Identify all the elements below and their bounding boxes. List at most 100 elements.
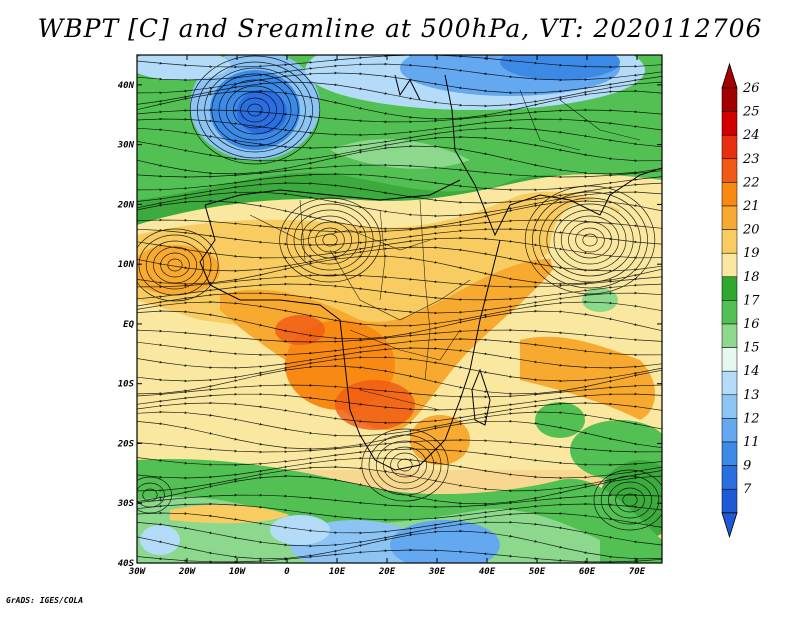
streamline-gyre [160, 252, 190, 278]
colorbar-swatch [721, 205, 738, 230]
streamline-gyre [524, 185, 656, 295]
streamline-gyre [560, 215, 620, 265]
colorbar-swatch [721, 87, 738, 112]
colorbar-label: 19 [743, 246, 760, 261]
colorbar-swatch [721, 229, 738, 254]
colorbar-swatch [721, 252, 738, 278]
streamline-gyre [211, 73, 299, 147]
colorbar-swatch [721, 276, 738, 301]
streamline-gyre [286, 203, 374, 277]
colorbar-swatch [721, 465, 738, 490]
streamline-gyre [204, 67, 306, 153]
lon-label: 0 [284, 567, 290, 577]
lat-label: 40S [118, 559, 135, 569]
lat-label: 20S [117, 439, 135, 449]
colorbar-label: 26 [742, 81, 760, 96]
streamline-gyre [137, 482, 165, 508]
colorbar-swatch [721, 300, 738, 325]
colorbar-label: 22 [742, 175, 760, 190]
streamline-gyre [145, 240, 205, 290]
streamline-gyre [361, 428, 449, 502]
lon-label: 30W [128, 567, 147, 577]
streamline [137, 548, 662, 563]
colorbar: 26 25 24 23 22 21 20 19 18 17 16 15 14 13 12 11 9 7 [721, 62, 760, 539]
lon-label: 10E [329, 567, 346, 577]
lon-label: 20W [178, 567, 197, 577]
streamline-gyre [240, 97, 270, 123]
colorbar-swatch [721, 158, 738, 183]
colorbar-top-arrow [721, 62, 738, 89]
colorbar-label: 9 [743, 459, 751, 474]
streamline-gyre [137, 228, 219, 302]
colorbar-swatch [721, 488, 738, 514]
streamline-gyre [137, 476, 172, 514]
streamline-gyre [546, 203, 634, 277]
streamline-gyre [315, 227, 345, 253]
streamlines [137, 55, 662, 563]
streamline-gyre [138, 234, 212, 296]
streamline-gyre [233, 91, 277, 129]
streamline-gyre [568, 221, 612, 259]
map-title: WBPT [C] and Sreamline at 500hPa, VT: 20… [37, 14, 763, 43]
colorbar-swatch [721, 394, 738, 419]
streamline-gyre [167, 258, 183, 272]
colorbar-bottom-arrow [721, 512, 738, 539]
colorbar-label: 11 [743, 435, 760, 450]
colorbar-label: 20 [742, 223, 760, 238]
lat-label: EQ [123, 320, 134, 330]
streamline-gyre [368, 434, 442, 496]
streamline-gyre [375, 440, 435, 490]
colorbar-label: 16 [743, 317, 760, 332]
colorbar-label: 12 [743, 411, 760, 426]
streamline-gyre [247, 103, 263, 117]
streamline-gyre [532, 191, 648, 289]
colorbar-label: 13 [743, 388, 760, 403]
colorbar-label: 15 [743, 341, 760, 356]
streamline-gyre [189, 55, 321, 165]
colorbar-swatch [721, 134, 738, 160]
coastlines [199, 74, 662, 471]
colorbar-swatch [721, 347, 738, 372]
lon-label: 20E [378, 567, 396, 577]
streamline-gyre [383, 446, 427, 484]
streamline-gyre [593, 469, 662, 531]
country-borders [249, 89, 641, 411]
streamline-gyre [293, 209, 367, 271]
colorbar-label: 14 [743, 364, 760, 379]
colorbar-swatch [721, 441, 738, 466]
streamline-gyre [397, 458, 413, 472]
streamline-gyre [308, 221, 352, 259]
streamline-gyre [142, 488, 158, 502]
streamline-gyre [622, 493, 638, 507]
colorbar-label: 21 [742, 199, 760, 214]
map-area [137, 55, 662, 563]
streamline-gyre [582, 233, 598, 247]
lon-label: 70E [629, 567, 646, 577]
streamline-gyre [279, 197, 381, 283]
colorbar-swatch [721, 182, 738, 207]
colorbar-swatch [721, 111, 738, 136]
lat-label: 30S [117, 499, 135, 509]
lat-label: 40N [118, 81, 135, 91]
streamline-gyre [600, 475, 660, 525]
streamline-gyre [225, 85, 285, 135]
lat-label: 10S [118, 380, 135, 390]
streamline-gyre [575, 227, 605, 253]
streamline-gyre [153, 246, 197, 284]
colorbar-swatch [721, 370, 738, 396]
colorbar-label: 17 [743, 293, 760, 308]
lat-label: 30N [117, 141, 135, 151]
lon-label: 60E [579, 567, 596, 577]
lon-label: 40E [479, 567, 496, 577]
streamline-gyre [218, 79, 292, 141]
streamline-gyre [608, 481, 652, 519]
streamline-gyre [539, 197, 641, 283]
lon-label: 30E [428, 567, 446, 577]
streamline-gyre [197, 61, 313, 159]
lon-label: 50E [529, 567, 546, 577]
colorbar-label: 24 [742, 128, 760, 143]
streamline-gyre [615, 487, 645, 513]
colorbar-swatch [721, 418, 738, 443]
colorbar-label: 7 [743, 482, 752, 497]
